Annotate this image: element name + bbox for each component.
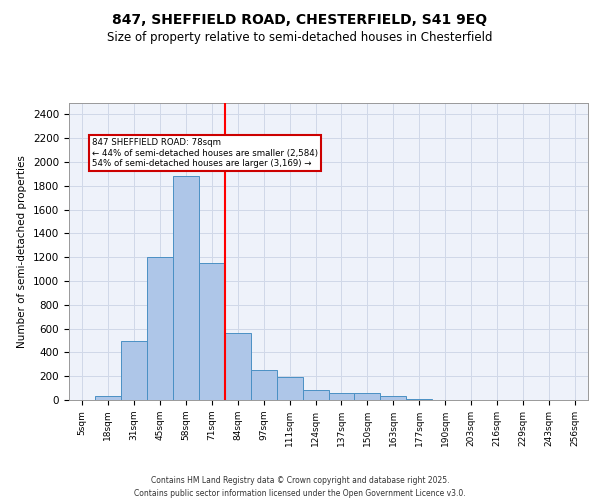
Bar [329, 393, 355, 400]
Bar [199, 263, 224, 400]
Bar [406, 399, 432, 400]
Bar [380, 396, 406, 400]
Bar [277, 378, 302, 400]
Text: 847 SHEFFIELD ROAD: 78sqm
← 44% of semi-detached houses are smaller (2,584)
54% : 847 SHEFFIELD ROAD: 78sqm ← 44% of semi-… [92, 138, 319, 168]
Bar [302, 390, 329, 400]
Bar [121, 340, 147, 400]
Text: 847, SHEFFIELD ROAD, CHESTERFIELD, S41 9EQ: 847, SHEFFIELD ROAD, CHESTERFIELD, S41 9… [112, 12, 488, 26]
Bar [173, 176, 199, 400]
Bar [95, 396, 121, 400]
Y-axis label: Number of semi-detached properties: Number of semi-detached properties [17, 155, 28, 348]
Bar [225, 334, 251, 400]
Text: Size of property relative to semi-detached houses in Chesterfield: Size of property relative to semi-detach… [107, 31, 493, 44]
Bar [355, 393, 380, 400]
Text: Contains HM Land Registry data © Crown copyright and database right 2025.
Contai: Contains HM Land Registry data © Crown c… [134, 476, 466, 498]
Bar [251, 370, 277, 400]
Bar [147, 257, 173, 400]
